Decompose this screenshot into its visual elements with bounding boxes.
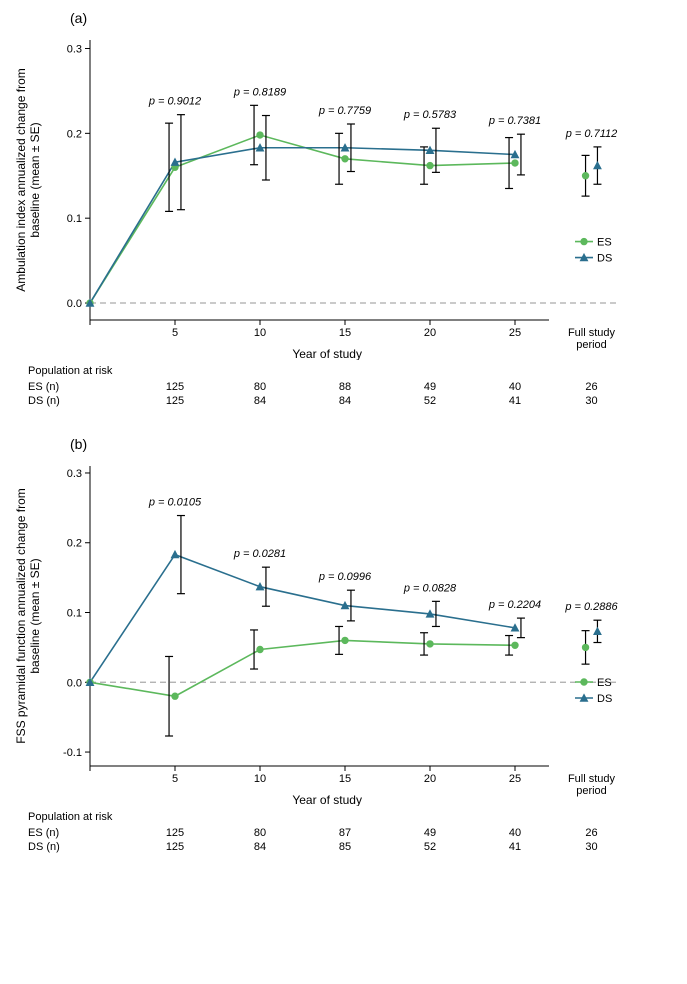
- risk-table-a: Population at risk ES (n) DS (n) 125 125 80 84…: [10, 360, 677, 416]
- svg-text:p = 0.7381: p = 0.7381: [488, 115, 541, 127]
- svg-text:Year of study: Year of study: [292, 347, 362, 360]
- panel-b: (b) -0.1 0.0 0.1 0.2 0.3 FSS pyramidal functi…: [10, 436, 677, 862]
- svg-text:84: 84: [339, 395, 351, 407]
- svg-text:88: 88: [339, 381, 351, 393]
- chart-b: -0.1 0.0 0.1 0.2 0.3 FSS pyramidal function a…: [10, 456, 677, 806]
- svg-text:p = 0.5783: p = 0.5783: [403, 109, 457, 121]
- svg-text:41: 41: [509, 395, 521, 407]
- svg-text:5: 5: [172, 327, 178, 339]
- panel-a: (a) 0.0 0.1 0.2 0.3 Ambulation index annuali…: [10, 10, 677, 416]
- svg-text:0.2: 0.2: [67, 538, 82, 550]
- svg-text:p = 0.9012: p = 0.9012: [148, 96, 201, 108]
- svg-text:p = 0.2886: p = 0.2886: [564, 601, 618, 613]
- svg-text:p = 0.2204: p = 0.2204: [488, 599, 541, 611]
- svg-text:87: 87: [339, 827, 351, 839]
- svg-text:25: 25: [509, 327, 521, 339]
- svg-text:ES (n): ES (n): [28, 381, 59, 393]
- svg-text:41: 41: [509, 841, 521, 853]
- svg-text:20: 20: [424, 327, 436, 339]
- svg-text:ES: ES: [597, 677, 612, 689]
- svg-text:Full study: Full study: [568, 773, 616, 785]
- svg-text:Year of study: Year of study: [292, 793, 362, 806]
- svg-text:p = 0.8189: p = 0.8189: [233, 86, 286, 98]
- svg-text:ES (n): ES (n): [28, 827, 59, 839]
- svg-text:p = 0.7112: p = 0.7112: [565, 128, 617, 140]
- svg-text:FSS pyramidal function annuali: FSS pyramidal function annualized change…: [14, 488, 42, 743]
- svg-text:26: 26: [585, 827, 597, 839]
- svg-text:p = 0.0281: p = 0.0281: [233, 548, 286, 560]
- svg-text:period: period: [576, 785, 607, 797]
- chart-a: 0.0 0.1 0.2 0.3 Ambulation index annualized …: [10, 30, 677, 360]
- svg-text:ES: ES: [597, 237, 612, 249]
- svg-text:p = 0.7759: p = 0.7759: [318, 105, 371, 117]
- svg-text:p = 0.0828: p = 0.0828: [403, 582, 457, 594]
- svg-text:0.3: 0.3: [67, 43, 82, 55]
- svg-text:52: 52: [424, 395, 436, 407]
- svg-text:25: 25: [509, 773, 521, 785]
- risk-header: Population at risk: [28, 811, 113, 823]
- svg-text:84: 84: [254, 395, 266, 407]
- svg-text:Full study: Full study: [568, 327, 616, 339]
- svg-text:p = 0.0996: p = 0.0996: [318, 571, 372, 583]
- svg-text:125: 125: [166, 827, 184, 839]
- svg-text:DS: DS: [597, 253, 612, 265]
- svg-text:80: 80: [254, 827, 266, 839]
- svg-text:p = 0.0105: p = 0.0105: [148, 497, 202, 509]
- svg-text:49: 49: [424, 827, 436, 839]
- svg-text:85: 85: [339, 841, 351, 853]
- svg-text:0.1: 0.1: [67, 213, 82, 225]
- svg-text:DS (n): DS (n): [28, 395, 60, 407]
- svg-text:15: 15: [339, 773, 351, 785]
- svg-text:5: 5: [172, 773, 178, 785]
- svg-text:-0.1: -0.1: [63, 747, 82, 759]
- svg-text:30: 30: [585, 395, 597, 407]
- svg-text:40: 40: [509, 381, 521, 393]
- svg-text:49: 49: [424, 381, 436, 393]
- svg-text:0.3: 0.3: [67, 468, 82, 480]
- svg-text:30: 30: [585, 841, 597, 853]
- svg-text:0.1: 0.1: [67, 608, 82, 620]
- svg-text:80: 80: [254, 381, 266, 393]
- svg-text:20: 20: [424, 773, 436, 785]
- svg-text:0.0: 0.0: [67, 677, 82, 689]
- svg-text:DS (n): DS (n): [28, 841, 60, 853]
- svg-text:125: 125: [166, 395, 184, 407]
- svg-text:125: 125: [166, 381, 184, 393]
- svg-text:84: 84: [254, 841, 266, 853]
- risk-table-b: Population at risk ES (n) DS (n) 125 125 80 84…: [10, 806, 677, 862]
- risk-header: Population at risk: [28, 365, 113, 377]
- svg-text:0.2: 0.2: [67, 128, 82, 140]
- svg-text:125: 125: [166, 841, 184, 853]
- svg-text:15: 15: [339, 327, 351, 339]
- svg-text:period: period: [576, 339, 607, 351]
- svg-text:Ambulation index annualized ch: Ambulation index annualized change fromb…: [14, 68, 42, 291]
- panel-a-label: (a): [70, 10, 677, 26]
- panel-b-label: (b): [70, 436, 677, 452]
- svg-text:26: 26: [585, 381, 597, 393]
- svg-text:52: 52: [424, 841, 436, 853]
- svg-text:0.0: 0.0: [67, 298, 82, 310]
- svg-text:DS: DS: [597, 693, 612, 705]
- svg-text:10: 10: [254, 327, 266, 339]
- svg-text:10: 10: [254, 773, 266, 785]
- svg-text:40: 40: [509, 827, 521, 839]
